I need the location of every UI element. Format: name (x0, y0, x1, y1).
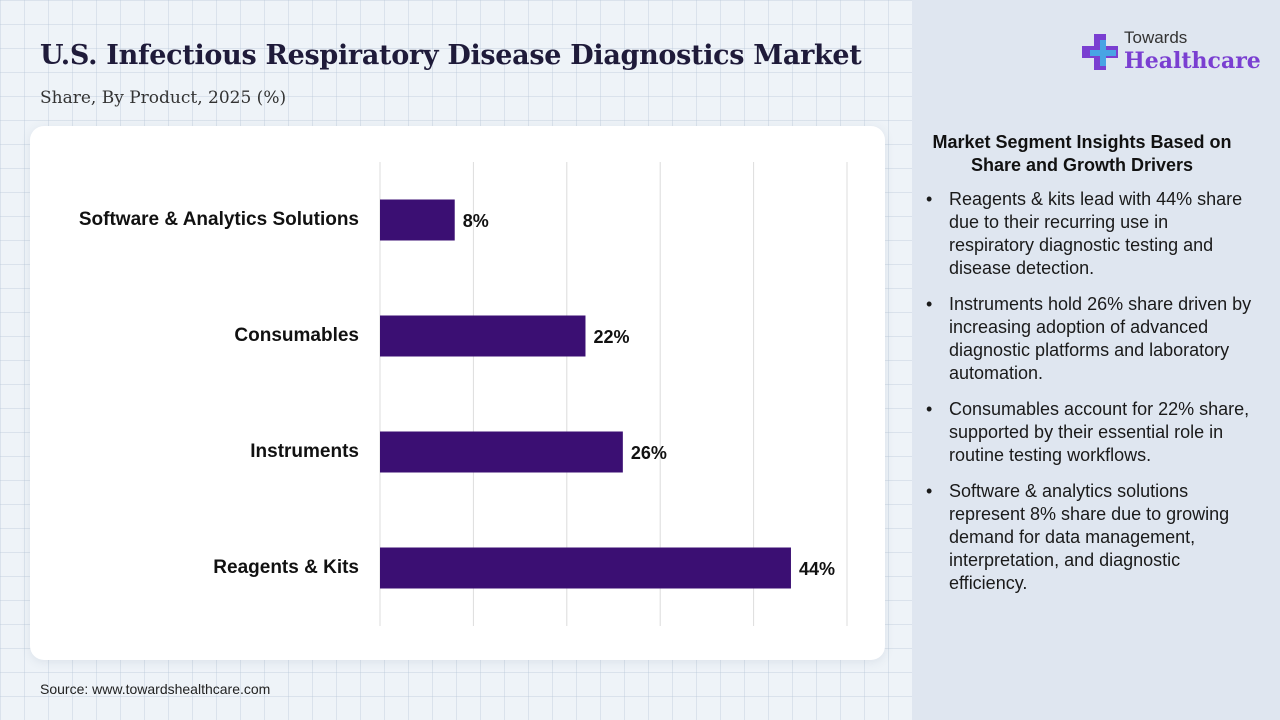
insight-text: Instruments hold 26% share driven by inc… (949, 294, 1252, 383)
insights-panel (912, 0, 1280, 720)
logo-text-top: Towards (1124, 28, 1188, 47)
insights-title: Market Segment Insights Based on Share a… (932, 132, 1232, 175)
bar-chart: Software & Analytics Solutions 8% Consumab… (79, 162, 848, 626)
chart-card: Software & Analytics Solutions 8% Consumab… (30, 126, 885, 660)
bar (380, 431, 623, 473)
medical-cross-icon (1082, 34, 1118, 70)
bullet-icon: • (926, 189, 933, 209)
source-note: Source: www.towardshealthcare.com (40, 681, 271, 697)
brand-logo: Towards Healthcare (1080, 28, 1261, 80)
insight-text: Software & analytics solutions represent… (949, 481, 1230, 593)
bullet-icon: • (926, 294, 933, 314)
category-label: Software & Analytics Solutions (79, 209, 359, 230)
insight-item: • Consumables account for 22% share, supp… (922, 398, 1252, 467)
page-subtitle: Share, By Product, 2025 (%) (40, 88, 287, 108)
category-label: Consumables (234, 325, 359, 346)
bar (380, 315, 586, 357)
insights-list: • Reagents & kits lead with 44% share due… (922, 188, 1252, 608)
insight-text: Consumables account for 22% share, suppo… (949, 399, 1250, 465)
category-label: Instruments (250, 441, 359, 462)
insight-item: • Software & analytics solutions represen… (922, 480, 1252, 595)
bullet-icon: • (926, 399, 933, 419)
insight-item: • Instruments hold 26% share driven by in… (922, 293, 1252, 385)
insight-text: Reagents & kits lead with 44% share due … (949, 189, 1243, 278)
insight-item: • Reagents & kits lead with 44% share due… (922, 188, 1252, 280)
bar (380, 547, 791, 589)
category-label: Reagents & Kits (213, 557, 359, 578)
value-label: 8% (463, 211, 489, 231)
logo-text-main: Healthcare (1124, 48, 1261, 74)
page-title: U.S. Infectious Respiratory Disease Diag… (40, 40, 862, 71)
value-label: 22% (593, 327, 629, 347)
bar (380, 199, 455, 241)
value-label: 44% (799, 559, 835, 579)
value-label: 26% (631, 443, 667, 463)
bullet-icon: • (926, 481, 933, 501)
